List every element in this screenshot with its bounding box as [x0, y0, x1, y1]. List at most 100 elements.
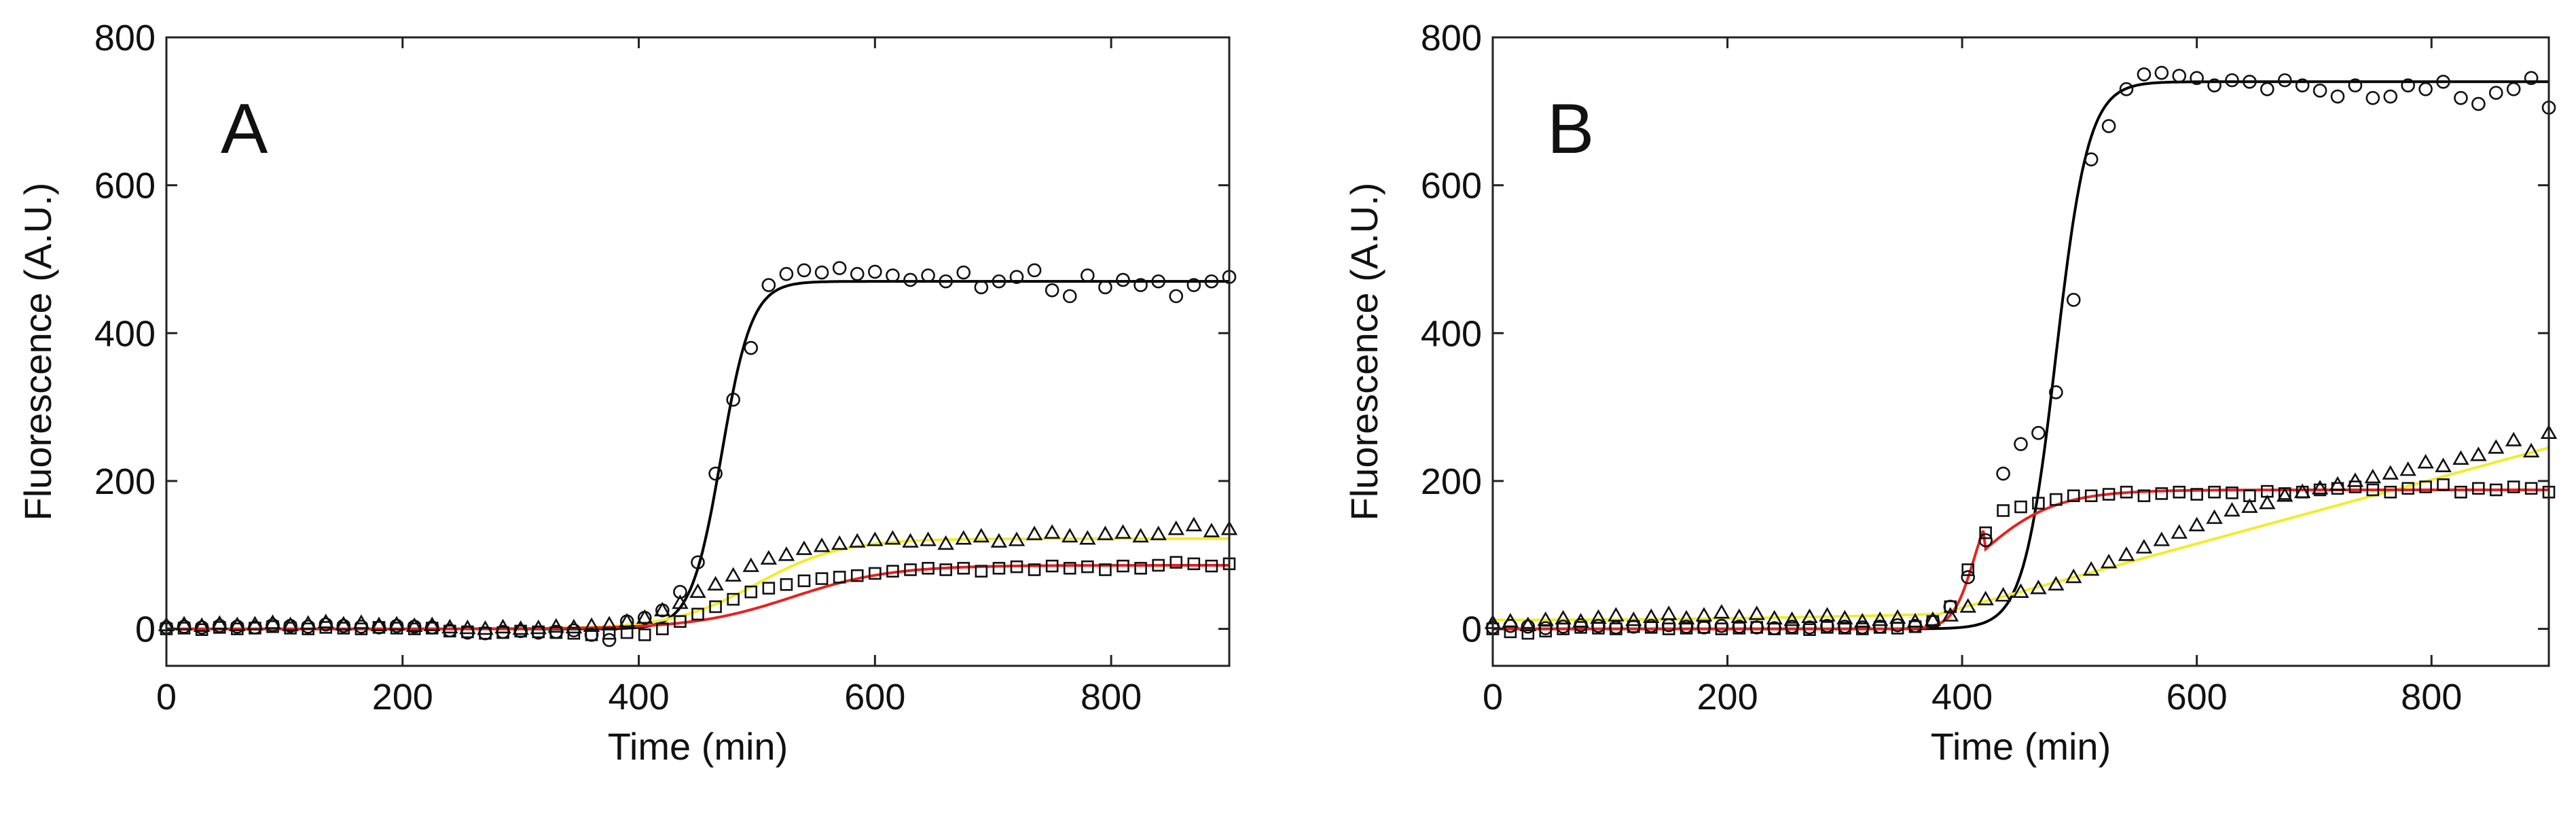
panel-b-triangles-point — [2224, 501, 2241, 517]
panel-b-xtick-label: 200 — [1697, 677, 1758, 717]
panel-a-triangles-point — [388, 616, 405, 631]
panel-b-triangles-point — [1519, 616, 1537, 631]
panel-b-ytick-label: 800 — [1421, 18, 1482, 58]
panel-a-circles-point — [1062, 289, 1077, 304]
panel-a-circles-point — [1081, 268, 1095, 283]
panel-b-circles-point — [2454, 90, 2468, 105]
panel-b-squares-point — [2401, 482, 2414, 495]
panel-b-squares-point — [1944, 600, 1957, 614]
panel-a-triangles-point — [831, 535, 848, 550]
panel-a-squares-point — [585, 628, 598, 641]
panel-b-triangles-point — [2188, 516, 2205, 532]
panel-b-squares-point — [2102, 488, 2116, 501]
panel-b-triangles-point — [2522, 442, 2540, 458]
panel-a-triangles-point — [884, 530, 901, 545]
panel-a-triangles-point — [282, 616, 299, 631]
panel-a-triangles-point — [565, 618, 583, 634]
panel-b-circles-point — [2401, 78, 2415, 93]
panel-b-triangles-point — [1924, 611, 1942, 626]
panel-b-fit-triangles — [1493, 446, 2549, 622]
panel-b-circles-point — [2524, 71, 2539, 86]
panel-b-triangles-point — [1854, 613, 1871, 628]
panel-a-circles-point — [868, 264, 882, 279]
panel-b-triangles-point — [2329, 476, 2346, 491]
panel-a-circles-point — [797, 263, 812, 278]
panel-a-triangles-point — [370, 616, 388, 631]
panel-b-ylabel: Fluorescence (A.U.) — [1343, 183, 1385, 521]
panel-a-triangles-point — [335, 616, 352, 631]
panel-b-circles-point — [1697, 620, 1711, 635]
panel-b-circles-point — [2084, 152, 2099, 166]
panel-b-circles-point — [2471, 96, 2486, 111]
panel-b-triangles-point — [2012, 583, 2029, 598]
panel-b-squares-point — [1855, 622, 1869, 635]
panel-a-axes-box — [165, 36, 1231, 667]
panel-a-squares-point — [674, 615, 687, 628]
panel-a-circles-point — [886, 268, 900, 283]
panel-b-squares-point — [2278, 487, 2291, 500]
panel-b-squares-point — [1610, 622, 1622, 635]
panel-b-triangles-point — [1959, 598, 1976, 613]
panel-a-squares-point — [407, 622, 421, 635]
panel-b-squares-point — [2454, 485, 2467, 499]
panel-a-squares-point — [797, 574, 811, 588]
panel-b-xtick-label: 0 — [1483, 677, 1503, 717]
panel-a-circles-point — [744, 340, 759, 355]
panel-a-squares-point — [1134, 562, 1147, 575]
panel-b-squares-point — [2366, 483, 2380, 497]
panel-b-circles-point — [2295, 78, 2310, 93]
panel-a-triangles-point — [441, 618, 458, 634]
panel-b-triangles-point — [2488, 439, 2505, 454]
panel-a-squares-point — [1117, 559, 1129, 573]
panel-b-xtick-label: 400 — [1931, 677, 1993, 717]
panel-a-triangles-point — [247, 616, 264, 631]
panel-a-squares-point — [549, 626, 563, 639]
panel-b-squares-point — [2155, 487, 2169, 500]
panel-b-squares-point — [1750, 621, 1764, 634]
panel-a-squares-point — [727, 592, 740, 606]
panel-a-triangles-point — [1026, 525, 1043, 541]
panel-b-squares-point — [2261, 484, 2274, 498]
panel-a-circles-point — [301, 620, 315, 634]
panel-b-circles-point — [2137, 67, 2152, 82]
panel-a-squares-point — [638, 628, 651, 641]
panel-a-ytick-label: 0 — [135, 609, 156, 650]
panel-a-triangles-point — [229, 616, 246, 631]
panel-b-triangles-point — [2470, 446, 2487, 461]
panel-b-circles-point — [1978, 533, 1993, 548]
panel-a-squares-point — [620, 626, 634, 639]
panel-a-squares-point — [532, 625, 545, 639]
panel-b-triangles-point — [1871, 611, 1889, 626]
panel-b-triangles-point — [2135, 539, 2153, 554]
panel-a-triangles-point — [760, 550, 778, 565]
panel-b-squares-point — [2243, 489, 2256, 503]
panel-a-squares-point — [461, 625, 474, 639]
panel-b-squares-point — [2384, 485, 2397, 499]
panel-a-triangles-point — [778, 546, 795, 561]
panel-a-triangles-point — [742, 557, 759, 572]
panel-a-fit-circles — [166, 280, 1229, 631]
panel-a-triangles-point — [813, 537, 831, 552]
panel-a-circles-point — [1186, 278, 1201, 292]
panel-a-squares-point — [957, 562, 970, 575]
panel-b-triangles-point — [2435, 457, 2452, 472]
panel-a-triangles-point — [1008, 531, 1026, 546]
panel-b-triangles-point — [2206, 509, 2223, 525]
panel-b-triangles-point — [1977, 590, 1994, 605]
panel-a-triangles-point — [175, 616, 193, 631]
panel-b-triangles-point — [1677, 609, 1695, 625]
panel-b-triangles-point — [1942, 607, 1959, 622]
panel-a-circles-point — [708, 466, 723, 481]
panel-b-circles-point — [2119, 82, 2134, 96]
panel-a-triangles-point — [849, 533, 866, 548]
panel-b-circles-point — [2101, 119, 2116, 133]
panel-b-circles-point — [1521, 620, 1536, 634]
panel-b-triangles-point — [2505, 431, 2522, 446]
panel-b-circles-point — [1556, 620, 1570, 634]
panel-b-squares-point — [1891, 622, 1904, 635]
panel-a-triangles-point — [1062, 527, 1078, 543]
panel-a-triangles-point — [1185, 516, 1203, 532]
panel-b-ytick-label: 200 — [1421, 461, 1482, 502]
panel-a-triangles-point — [530, 619, 547, 635]
